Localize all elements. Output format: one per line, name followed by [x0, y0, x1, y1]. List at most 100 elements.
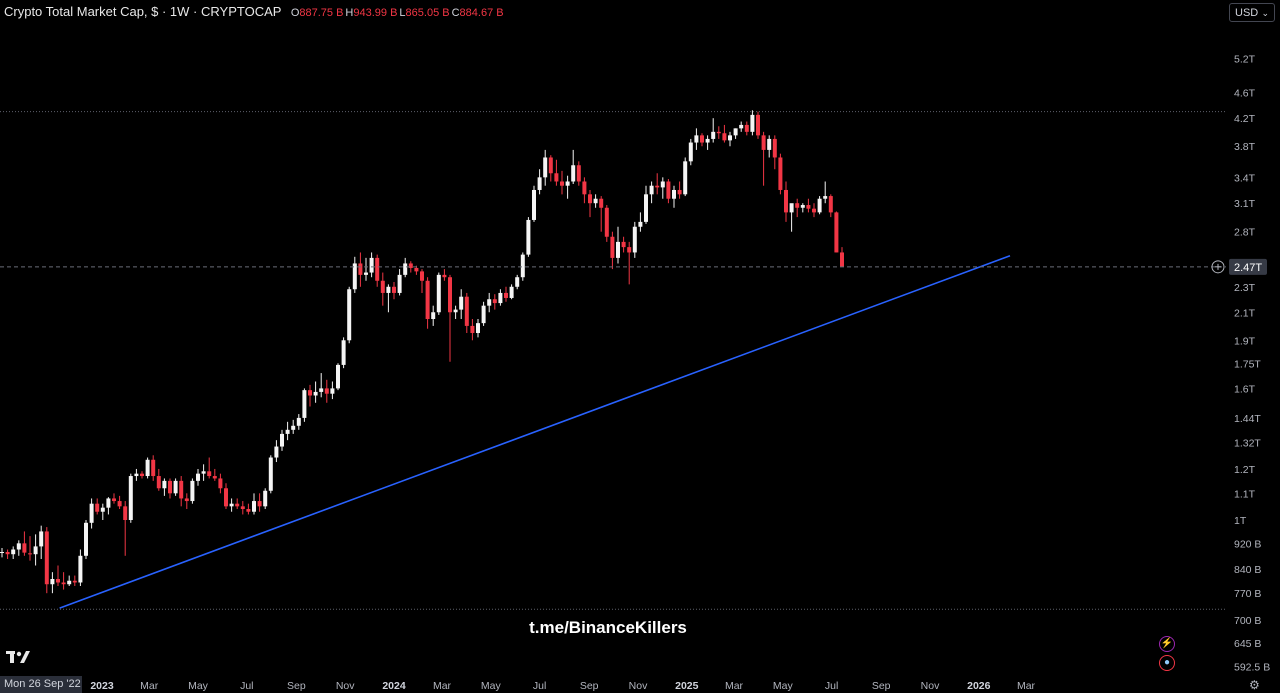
candle-body	[526, 219, 531, 255]
candle-body	[700, 135, 704, 143]
chevron-down-icon: ⌄	[1261, 8, 1269, 18]
y-tick-label: 700 B	[1234, 615, 1261, 627]
candle-body	[660, 181, 665, 188]
candle-body	[795, 203, 800, 208]
candle-body	[201, 471, 206, 474]
candle-body	[0, 552, 4, 554]
candle-body	[716, 131, 721, 134]
candle-body	[504, 292, 508, 298]
candle-body	[425, 280, 430, 320]
candle-body	[464, 296, 469, 326]
candle-body	[666, 181, 671, 199]
candle-body	[408, 263, 413, 268]
y-tick-label: 2.1T	[1234, 307, 1256, 319]
candle-body	[638, 221, 643, 227]
candle-body	[610, 236, 615, 258]
y-tick-label: 4.2T	[1234, 113, 1256, 125]
y-tick-label: 4.6T	[1234, 88, 1256, 100]
candle-body	[733, 128, 738, 136]
currency-label: USD	[1235, 7, 1259, 19]
candle-body	[565, 181, 570, 186]
candle-body	[520, 254, 525, 278]
tradingview-logo[interactable]	[6, 650, 30, 664]
candle-body	[319, 388, 324, 392]
candle-body	[442, 274, 447, 278]
currency-select[interactable]: USD ⌄	[1229, 3, 1275, 22]
candle-body	[576, 165, 581, 182]
candle-body	[179, 480, 184, 499]
crosshair-date-badge: Mon 26 Sep '22	[0, 676, 82, 693]
candle-body	[554, 173, 559, 182]
y-tick-label: 920 B	[1234, 538, 1261, 550]
candle-body	[498, 292, 503, 304]
candle-body	[571, 165, 576, 182]
candle-body	[515, 277, 520, 287]
flag-icon[interactable]: ●	[1159, 655, 1175, 671]
flash-icon[interactable]: ⚡	[1159, 636, 1175, 652]
candle-body	[621, 241, 626, 248]
candle-body	[22, 543, 27, 553]
candle-body	[548, 157, 553, 174]
candle-body	[840, 252, 844, 267]
x-tick-label: Sep	[287, 680, 306, 692]
candle-body	[431, 312, 436, 320]
symbol-legend[interactable]: Crypto Total Market Cap, $ · 1W · CRYPTO…	[4, 4, 504, 19]
candle-body	[834, 212, 839, 253]
candle-body	[50, 579, 55, 585]
candle-body	[380, 280, 385, 293]
candle-body	[112, 498, 116, 502]
candle-body	[95, 503, 100, 512]
candle-body	[683, 161, 688, 195]
ohlc-key: C	[451, 7, 460, 19]
candle-body	[184, 498, 189, 502]
candle-body	[330, 388, 335, 394]
candle-body	[812, 208, 816, 213]
candle-body	[492, 299, 497, 304]
candle-body	[744, 124, 749, 132]
trendline-layer[interactable]	[59, 254, 1011, 609]
y-tick-label: 2.3T	[1234, 282, 1256, 294]
candle-body	[722, 133, 727, 141]
candle-body	[72, 580, 77, 583]
candle-body	[28, 553, 32, 555]
x-tick-label: 2026	[967, 680, 991, 692]
candle-body	[61, 582, 66, 585]
candle-body	[358, 263, 363, 275]
candle-body	[649, 185, 654, 195]
candle-body	[324, 388, 329, 394]
price-axis[interactable]: 5.2T 4.6T 4.2T 3.8T 3.4T 3.1T 2.8T 2.3T 2.1T 1.9T…	[1234, 53, 1270, 673]
candle-body	[616, 241, 620, 258]
candle-body	[800, 205, 805, 208]
candle-body	[364, 272, 368, 275]
candle-body	[728, 135, 732, 141]
candle-body	[386, 286, 391, 293]
candle-body	[543, 157, 548, 178]
x-tick-label: 2023	[90, 680, 114, 692]
x-tick-label: Nov	[629, 680, 648, 692]
candle-body	[212, 476, 217, 479]
x-tick-label: May	[481, 680, 502, 692]
candle-body	[599, 198, 604, 208]
settings-icon[interactable]: ⚙	[1249, 678, 1260, 692]
candle-body	[481, 305, 486, 324]
y-tick-label: 840 B	[1234, 564, 1261, 576]
candle-body	[190, 480, 195, 502]
candle-body	[772, 138, 777, 158]
x-tick-label: Mar	[140, 680, 159, 692]
ohlc-value: 865.05 B	[405, 7, 450, 19]
candle-body	[560, 181, 564, 186]
candle-body	[89, 503, 94, 523]
candle-body	[134, 473, 139, 477]
candle-body	[341, 340, 346, 365]
candle-body	[828, 196, 833, 213]
y-tick-label: 1.75T	[1234, 358, 1261, 370]
candle-body	[240, 506, 245, 510]
candle-body	[257, 501, 262, 507]
ohlc-key: O	[290, 7, 300, 19]
candle-body	[817, 198, 822, 213]
candle-body	[453, 309, 458, 313]
time-axis[interactable]: 2023 Mar May Jul Sep Nov 2024 Mar May Jul Sep Nov 20…	[90, 678, 1259, 692]
candle-body	[784, 189, 788, 213]
y-tick-label: 1.2T	[1234, 464, 1256, 476]
